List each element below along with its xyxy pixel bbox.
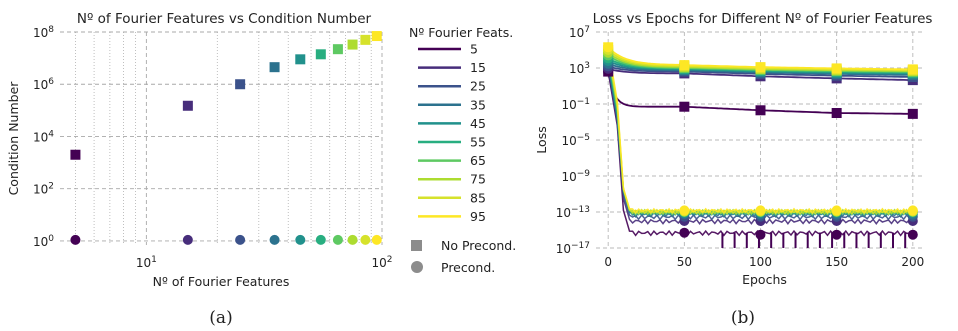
legend-label: 15 [470, 60, 486, 75]
precond-marker [907, 229, 918, 240]
x-axis-label: Epochs [742, 272, 787, 287]
legend-circle-icon [411, 261, 423, 273]
precond-marker [755, 205, 766, 216]
legend-square-icon [411, 240, 422, 251]
no-precond-marker [182, 100, 193, 111]
no-precond-marker [315, 49, 326, 60]
x-tick-label: 50 [677, 255, 692, 269]
legend-label: 35 [470, 97, 486, 112]
precond-line [607, 68, 914, 225]
no-precond-marker [332, 44, 343, 55]
no-precond-marker [755, 62, 766, 73]
legend-label: 55 [470, 135, 486, 150]
legend-label: Precond. [441, 260, 495, 275]
figure-caption: (a) [209, 308, 232, 328]
y-tick-label: 102 [33, 182, 54, 197]
precond-line [607, 47, 914, 215]
x-axis-label: Nº of Fourier Features [153, 274, 290, 289]
x-tick-label: 150 [825, 255, 848, 269]
y-tick-label: 100 [33, 234, 54, 249]
no-precond-marker [371, 31, 382, 42]
y-axis-label: Condition Number [6, 81, 21, 196]
no-precond-marker [907, 108, 918, 119]
y-tick-label: 104 [33, 129, 54, 144]
legend-label: 25 [470, 79, 486, 94]
panel-b: 0 50 100 150 200 10−17 10−13 10−9 10−5 10−1 103 107… [534, 11, 932, 328]
legend-label: 65 [470, 153, 486, 168]
precond-marker [679, 205, 690, 216]
precond-marker [831, 229, 842, 240]
y-tick-label: 10−17 [556, 241, 590, 256]
precond-marker [371, 234, 382, 245]
precond-marker [907, 205, 918, 216]
no-precond-marker [907, 64, 918, 75]
precond-line [607, 49, 914, 216]
no-precond-marker [295, 54, 306, 65]
panel-a: 101 102 100 102 104 106 108 Nº of Fourier Featu… [6, 11, 393, 328]
precond-marker [360, 234, 371, 245]
precond-marker [332, 234, 343, 245]
precond-marker [831, 205, 842, 216]
legend: Nº Fourier Feats. 5 15 25 35 45 55 65 75 85 95 No P… [409, 25, 516, 275]
no-precond-marker [235, 79, 246, 90]
y-tick-label: 10−9 [561, 169, 590, 184]
x-tick-label: 101 [136, 255, 157, 270]
precond-marker [755, 229, 766, 240]
no-precond-marker [679, 101, 690, 112]
no-precond-marker [269, 62, 280, 73]
legend-label: No Precond. [441, 238, 516, 253]
precond-marker [347, 234, 358, 245]
y-tick-label: 10−13 [556, 205, 590, 220]
precond-marker [603, 42, 614, 53]
precond-marker [295, 234, 306, 245]
no-precond-marker [831, 63, 842, 74]
y-tick-label: 10−1 [561, 97, 590, 112]
y-tick-label: 10−5 [561, 133, 590, 148]
x-tick-label: 0 [604, 255, 612, 269]
precond-marker [235, 234, 246, 245]
precond-line [607, 71, 914, 237]
no-precond-marker [679, 60, 690, 71]
legend-label: 5 [470, 42, 478, 57]
x-tick-label: 100 [749, 255, 772, 269]
y-axis-label: Loss [534, 126, 549, 153]
legend-label: 75 [470, 172, 486, 187]
y-tick-label: 103 [569, 61, 590, 76]
no-precond-marker [755, 105, 766, 116]
no-precond-marker [831, 108, 842, 118]
chart-title: Loss vs Epochs for Different Nº of Fouri… [593, 11, 933, 27]
no-precond-marker [70, 149, 81, 160]
precond-marker [315, 234, 326, 245]
chart-title: Nº of Fourier Features vs Condition Numb… [77, 11, 372, 27]
precond-marker [679, 227, 690, 238]
y-tick-label: 106 [33, 77, 54, 92]
y-tick-label: 107 [569, 25, 590, 40]
precond-marker [70, 234, 81, 245]
figure-caption: (b) [731, 308, 755, 328]
legend-label: 95 [470, 209, 486, 224]
no-precond-marker [347, 39, 358, 50]
legend-title: Nº Fourier Feats. [409, 25, 513, 40]
legend-label: 45 [470, 116, 486, 131]
y-tick-label: 108 [33, 25, 54, 40]
x-tick-label: 102 [371, 255, 392, 270]
legend-label: 85 [470, 190, 486, 205]
no-precond-marker [360, 34, 371, 45]
x-tick-label: 200 [901, 255, 924, 269]
precond-marker [269, 234, 280, 245]
precond-marker [182, 234, 193, 245]
